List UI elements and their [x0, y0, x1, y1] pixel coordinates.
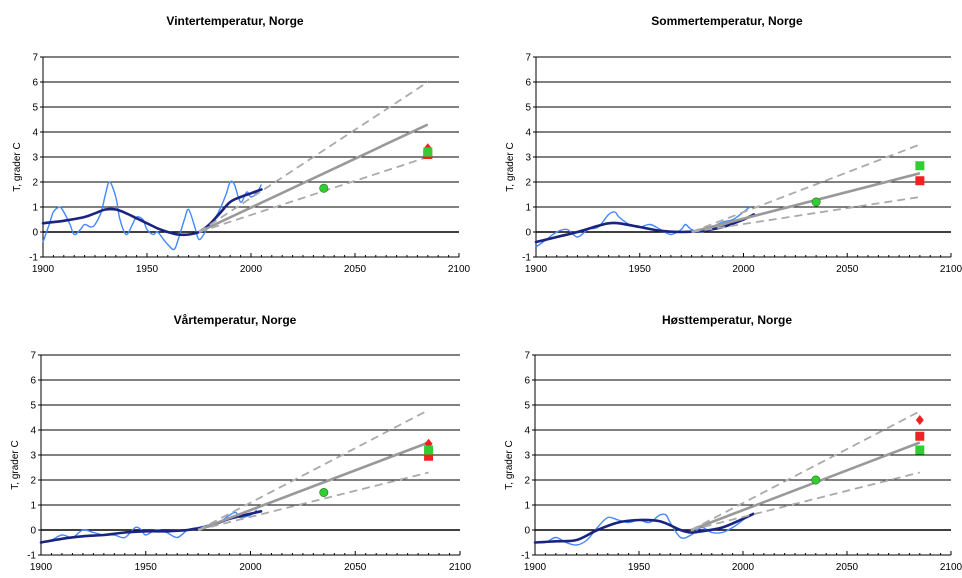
x-tick-label: 1900 [524, 562, 547, 573]
y-tick-label: 1 [524, 501, 530, 512]
y-tick-label: 1 [32, 203, 38, 214]
series-projection-lower [198, 156, 429, 233]
series-projection-upper [197, 409, 430, 531]
marker-circle [319, 183, 329, 193]
series-smoothed [533, 512, 755, 544]
x-tick-label: 2100 [449, 562, 472, 573]
series-projection-upper [690, 410, 921, 531]
x-tick-label: 1950 [136, 264, 159, 275]
y-tick-label: -1 [522, 253, 531, 264]
y-tick-label: -1 [27, 551, 36, 562]
y-tick-label: -1 [521, 551, 530, 562]
y-tick-label: 3 [525, 153, 531, 164]
y-tick-label: 6 [30, 376, 36, 387]
x-tick-label: 2000 [239, 562, 262, 573]
y-tick-label: 7 [30, 351, 36, 362]
series-projection-lower [690, 471, 921, 531]
x-tick-label: 2100 [940, 562, 962, 573]
series-smoothed [41, 188, 263, 237]
y-tick-label: 2 [525, 178, 531, 189]
marker-square [424, 451, 434, 461]
chart-title: Vintertemperatur, Norge [166, 14, 303, 28]
y-tick-label: -1 [29, 253, 38, 264]
y-tick-label: 7 [525, 53, 531, 64]
y-tick-label: 6 [32, 78, 38, 89]
series-projection [197, 441, 430, 532]
series-projection-lower [197, 471, 429, 531]
y-tick-label: 4 [524, 426, 530, 437]
x-tick-label: 2050 [836, 562, 859, 573]
chart-panel-1: Vintertemperatur, Norge -1 0 1 2 3 4 5 6 7 T, grad… [12, 14, 471, 275]
series-projection [690, 441, 921, 532]
marker-diamond [915, 415, 924, 425]
marker-square [915, 445, 925, 455]
marker-square [915, 176, 925, 186]
y-tick-label: 6 [525, 78, 531, 89]
marker-square [424, 445, 434, 455]
y-tick-label: 7 [524, 351, 530, 362]
y-axis-label: T, grader C [504, 440, 515, 489]
chart-title: Høsttemperatur, Norge [662, 313, 792, 327]
marker-circle [319, 487, 329, 497]
y-tick-label: 0 [525, 228, 531, 239]
y-tick-label: 5 [525, 103, 531, 114]
chart-panel-3: Vårtemperatur, Norge -1 0 1 2 3 4 5 6 7 T, grader … [10, 313, 472, 573]
y-tick-label: 3 [524, 451, 530, 462]
y-tick-label: 0 [32, 228, 38, 239]
y-tick-label: 5 [30, 401, 36, 412]
series-projection [198, 123, 429, 234]
x-tick-label: 1950 [135, 562, 158, 573]
x-tick-label: 2050 [344, 264, 367, 275]
marker-square [915, 161, 925, 171]
y-tick-label: 4 [525, 128, 531, 139]
x-tick-label: 2000 [732, 264, 755, 275]
series-projection [691, 172, 921, 234]
y-tick-label: 1 [525, 203, 531, 214]
marker-square [915, 431, 925, 441]
x-tick-label: 2000 [732, 562, 755, 573]
y-axis-label: T, grader C [12, 142, 23, 191]
y-tick-label: 0 [524, 526, 530, 537]
y-tick-label: 5 [524, 401, 530, 412]
y-tick-label: 4 [30, 426, 36, 437]
y-tick-label: 7 [32, 53, 38, 64]
y-tick-label: 6 [524, 376, 530, 387]
chart-panel-2: Sommertemperatur, Norge -1 0 1 2 3 4 5 6 7 T, grad… [505, 14, 962, 275]
x-tick-label: 1900 [525, 264, 548, 275]
y-tick-label: 4 [32, 128, 38, 139]
x-tick-label: 2000 [240, 264, 263, 275]
x-tick-label: 1900 [32, 264, 55, 275]
y-axis-label: T, grader C [10, 440, 21, 489]
x-tick-label: 2100 [940, 264, 962, 275]
y-tick-label: 1 [30, 501, 36, 512]
x-tick-label: 2050 [836, 264, 859, 275]
x-tick-label: 1950 [628, 562, 651, 573]
y-tick-label: 0 [30, 526, 36, 537]
series-annual-filtered [40, 509, 258, 544]
x-tick-label: 1900 [30, 562, 53, 573]
marker-circle [811, 475, 821, 485]
marker-circle [811, 197, 821, 207]
y-tick-label: 2 [30, 476, 36, 487]
y-axis-label: T, grader C [505, 142, 516, 191]
y-tick-label: 3 [30, 451, 36, 462]
y-tick-label: 5 [32, 103, 38, 114]
y-tick-label: 2 [524, 476, 530, 487]
chart-panel-4: Høsttemperatur, Norge -1 0 1 2 3 4 5 6 7 T, grader… [504, 313, 962, 573]
x-tick-label: 2100 [448, 264, 471, 275]
series-projection-upper [691, 143, 921, 233]
series-annual-filtered [42, 180, 263, 251]
y-tick-label: 2 [32, 178, 38, 189]
chart-title: Sommertemperatur, Norge [651, 14, 803, 28]
y-tick-label: 3 [32, 153, 38, 164]
x-tick-label: 1950 [629, 264, 652, 275]
marker-square [423, 147, 433, 157]
series-annual-filtered [534, 513, 750, 546]
x-tick-label: 2050 [344, 562, 367, 573]
chart-title: Vårtemperatur, Norge [174, 313, 297, 327]
series-projection-upper [198, 81, 429, 233]
